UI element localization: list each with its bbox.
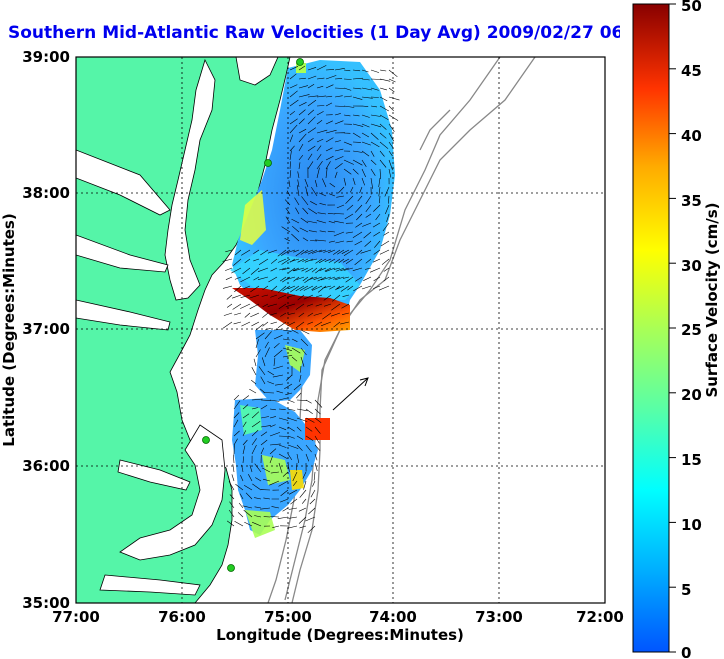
colorbar-tick-label: 15 bbox=[681, 451, 702, 469]
x-tick-label: 77:00 bbox=[52, 608, 100, 626]
y-axis: 39:00 38:00 37:00 36:00 35:00 Latitude (… bbox=[0, 48, 70, 612]
colorbar-label: Surface Velocity (cm/s) bbox=[703, 202, 721, 397]
y-tick-label: 38:00 bbox=[22, 184, 70, 202]
colorbar-tick-label: 40 bbox=[681, 127, 702, 145]
y-tick-label: 39:00 bbox=[22, 48, 70, 66]
x-axis-label: Longitude (Degrees:Minutes) bbox=[216, 626, 464, 644]
radar-sites bbox=[202, 58, 304, 572]
x-tick-label: 72:00 bbox=[576, 608, 624, 626]
colorbar-tick-label: 50 bbox=[681, 0, 702, 15]
colorbar-tick-label: 0 bbox=[681, 644, 691, 659]
radar-site-marker bbox=[227, 564, 235, 572]
velocity-vectors bbox=[222, 65, 400, 534]
radar-site-marker bbox=[296, 58, 304, 66]
colorbar: 50 45 40 35 30 25 20 15 10 5 0 Surface V… bbox=[632, 0, 721, 659]
y-tick-label: 37:00 bbox=[22, 320, 70, 338]
x-tick-label: 75:00 bbox=[264, 608, 312, 626]
reference-arrow bbox=[332, 377, 369, 411]
pamlico-sound bbox=[119, 424, 226, 561]
colorbar-tick-label: 35 bbox=[681, 192, 702, 210]
colorbar-tick-label: 20 bbox=[681, 386, 702, 404]
map-title: Southern Mid-Atlantic Raw Velocities (1 … bbox=[8, 23, 620, 43]
x-axis: 77:00 76:00 75:00 74:00 73:00 72:00 Long… bbox=[52, 608, 624, 644]
x-tick-label: 73:00 bbox=[475, 608, 523, 626]
radar-site-marker bbox=[202, 436, 210, 444]
colorbar-tick-label: 45 bbox=[681, 62, 702, 80]
colorbar-tick-label: 5 bbox=[681, 581, 691, 599]
y-tick-label: 35:00 bbox=[22, 594, 70, 612]
colorbar-tick-label: 25 bbox=[681, 321, 702, 339]
x-tick-label: 74:00 bbox=[369, 608, 417, 626]
radar-site-marker bbox=[264, 159, 272, 167]
colorbar-tick-label: 30 bbox=[681, 257, 702, 275]
vector-arrows bbox=[222, 65, 400, 534]
grid-lines bbox=[76, 57, 605, 603]
colorbar-ticks bbox=[669, 3, 676, 653]
x-tick-label: 76:00 bbox=[158, 608, 206, 626]
y-tick-label: 36:00 bbox=[22, 457, 70, 475]
y-axis-label: Latitude (Degrees:Minutes) bbox=[0, 213, 18, 446]
colorbar-tick-label: 10 bbox=[681, 516, 702, 534]
colorbar-scale bbox=[632, 3, 670, 653]
